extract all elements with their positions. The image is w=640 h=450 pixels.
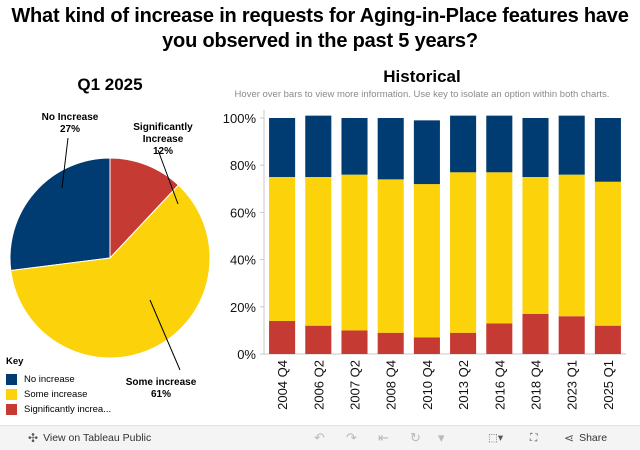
pie-label-no-increase: No Increase 27% — [41, 112, 99, 135]
x-tick-label: 2025 Q1 — [601, 360, 616, 410]
y-tick-label: 0% — [237, 347, 256, 362]
bar-significantly-increase[interactable] — [558, 316, 585, 354]
redo-icon: ↷ — [346, 430, 357, 445]
legend-swatch-no-increase — [6, 374, 17, 385]
bar-some-increase[interactable] — [522, 177, 549, 314]
bar-some-increase[interactable] — [450, 172, 477, 333]
y-tick-label: 100% — [223, 111, 257, 126]
bar-significantly-increase[interactable] — [486, 323, 513, 354]
legend-item-no-increase[interactable]: No increase — [6, 372, 111, 387]
historical-bar-chart[interactable]: 0% 20% 40% 60% 80% 100% 2004 Q4 2006 Q2 2007 Q2 2… — [0, 0, 640, 425]
bar-significantly-increase[interactable] — [305, 325, 332, 354]
pie-leader-line — [61, 137, 69, 189]
share-icon: ⋖ — [564, 431, 575, 445]
bar-significantly-increase[interactable] — [450, 332, 477, 354]
x-tick-label: 2006 Q2 — [311, 360, 326, 410]
bar-no-increase[interactable] — [594, 118, 621, 182]
pie-label-some-increase: Some increase 61% — [125, 377, 197, 400]
bar-significantly-increase[interactable] — [413, 337, 440, 354]
y-tick-label: 40% — [230, 253, 256, 268]
legend-item-some-increase[interactable]: Some increase — [6, 387, 111, 402]
bar-significantly-increase[interactable] — [341, 330, 368, 354]
bar-some-increase[interactable] — [305, 177, 332, 326]
bar-no-increase[interactable] — [305, 115, 332, 177]
tableau-toolbar: ✣ View on Tableau Public ↶ ↷ ⇤ ↻ ▾ ⬚▾ ⛶ … — [0, 425, 640, 450]
historical-subtitle: Hover over bars to view more information… — [234, 89, 610, 100]
legend-label: Significantly increa... — [24, 404, 112, 415]
bar-significantly-increase[interactable] — [377, 332, 404, 354]
bar-no-increase[interactable] — [413, 120, 440, 185]
pie-slice-significantly-increase[interactable] — [109, 157, 180, 260]
legend-item-significantly-increase[interactable]: Significantly increa... — [6, 402, 111, 417]
bar-significantly-increase[interactable] — [594, 325, 621, 354]
legend-label: Some increase — [24, 389, 88, 400]
refresh-button[interactable]: ↻ — [410, 426, 421, 450]
fullscreen-icon: ⛶ — [530, 431, 538, 444]
pause-icon: ▾ — [438, 430, 445, 445]
bar-some-increase[interactable] — [341, 174, 368, 331]
bar-some-increase[interactable] — [269, 177, 296, 321]
bar-no-increase[interactable] — [450, 115, 477, 173]
legend-key: Key No increase Some increase Significan… — [6, 356, 111, 417]
bar-no-increase[interactable] — [269, 118, 296, 177]
legend-label: No increase — [24, 374, 75, 385]
bar-significantly-increase[interactable] — [269, 320, 296, 354]
bar-some-increase[interactable] — [413, 184, 440, 338]
bar-significantly-increase[interactable] — [522, 313, 549, 354]
view-on-tableau-label: View on Tableau Public — [43, 432, 152, 444]
bar-no-increase[interactable] — [558, 115, 585, 175]
bar-no-increase[interactable] — [486, 115, 513, 173]
bar-no-increase[interactable] — [377, 118, 404, 180]
legend-swatch-some-increase — [6, 389, 17, 400]
bar-no-increase[interactable] — [341, 118, 368, 175]
pie-chart[interactable] — [0, 100, 220, 400]
pie-label-significantly-increase: Significantly Increase 12% — [133, 122, 193, 157]
y-tick-label: 80% — [230, 158, 256, 173]
tableau-logo-icon: ✣ — [28, 431, 39, 445]
pie-slice-some-increase[interactable] — [10, 184, 211, 359]
y-tick-label: 60% — [230, 205, 256, 220]
fullscreen-button[interactable]: ⛶ — [530, 426, 537, 450]
bar-some-increase[interactable] — [377, 179, 404, 333]
x-tick-label: 2004 Q4 — [275, 360, 290, 410]
x-tick-label: 2018 Q4 — [529, 360, 544, 410]
page-title: What kind of increase in requests for Ag… — [11, 5, 629, 52]
download-button[interactable]: ⬚▾ — [488, 426, 503, 450]
download-icon: ⬚▾ — [488, 432, 504, 444]
share-button[interactable]: ⋖ Share — [564, 426, 607, 450]
pie-leader-line — [149, 299, 181, 371]
x-tick-label: 2023 Q1 — [565, 360, 580, 410]
bar-some-increase[interactable] — [594, 181, 621, 326]
x-tick-label: 2010 Q4 — [420, 360, 435, 410]
pie-slice-no-increase[interactable] — [9, 157, 111, 272]
bar-no-increase[interactable] — [522, 118, 549, 177]
refresh-icon: ↻ — [410, 430, 421, 445]
revert-button[interactable]: ⇤ — [378, 426, 389, 450]
undo-button[interactable]: ↶ — [314, 426, 325, 450]
bar-some-increase[interactable] — [558, 174, 585, 317]
undo-icon: ↶ — [314, 430, 325, 445]
historical-title: Historical — [383, 67, 461, 86]
pie-title: Q1 2025 — [77, 75, 143, 94]
pause-button[interactable]: ▾ — [438, 426, 445, 450]
x-tick-label: 2013 Q2 — [456, 360, 471, 410]
share-label: Share — [579, 432, 608, 444]
bar-some-increase[interactable] — [486, 172, 513, 324]
pie-leader-line — [157, 149, 179, 205]
x-tick-label: 2007 Q2 — [348, 360, 363, 410]
redo-button[interactable]: ↷ — [346, 426, 357, 450]
view-on-tableau-public-link[interactable]: ✣ View on Tableau Public — [28, 426, 151, 450]
legend-title: Key — [6, 356, 24, 367]
x-tick-label: 2016 Q4 — [492, 360, 507, 410]
y-tick-label: 20% — [230, 300, 256, 315]
x-tick-label: 2008 Q4 — [384, 360, 399, 410]
legend-swatch-significantly-increase — [6, 404, 17, 415]
revert-icon: ⇤ — [378, 430, 389, 445]
